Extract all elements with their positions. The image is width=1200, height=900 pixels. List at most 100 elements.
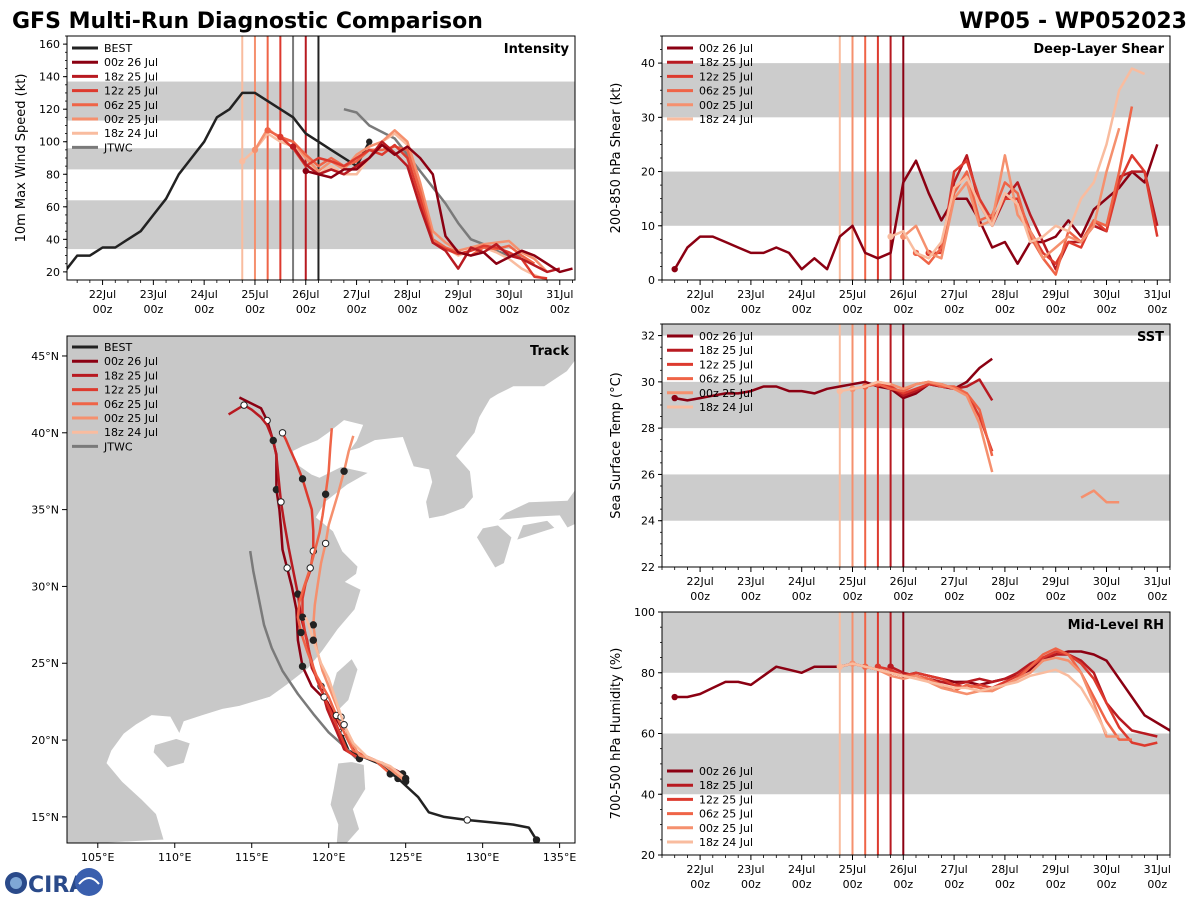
sst-ytick-label: 24 bbox=[641, 515, 655, 528]
track-point bbox=[309, 636, 318, 644]
intensity-xtick-label: 28Jul 00z bbox=[394, 288, 421, 316]
intensity-ylabel: 10m Max Wind Speed (kt) bbox=[14, 74, 29, 243]
intensity-xtick-label: 23Jul 00z bbox=[140, 288, 167, 316]
intensity-ytick-label: 60 bbox=[46, 201, 60, 214]
track-xtick-label: 130°E bbox=[466, 851, 499, 864]
cira-logo-wave-icon bbox=[78, 877, 100, 885]
rh-ytick-label: 80 bbox=[641, 667, 655, 680]
track-ytick-label: 35°N bbox=[31, 504, 59, 517]
sst-panel-title: SST bbox=[1137, 330, 1164, 345]
track-point bbox=[298, 662, 307, 671]
sst-legend-label: 12z 25 Jul bbox=[699, 358, 753, 371]
intensity-frame bbox=[66, 35, 576, 281]
track-legend-label: 18z 24 Jul bbox=[104, 426, 158, 439]
sst-ytick-label: 26 bbox=[641, 468, 655, 481]
intensity-series-start-dot bbox=[302, 167, 309, 175]
track-point bbox=[278, 429, 287, 437]
intensity-legend-label: JTWC bbox=[103, 141, 133, 154]
sst-xtick-label: 27Jul 00z bbox=[940, 575, 967, 603]
track-point bbox=[340, 721, 348, 729]
shear-ylabel: 200-850 hPa Shear (kt) bbox=[609, 83, 624, 234]
track-xtick-label: 115°E bbox=[235, 851, 268, 864]
track-point bbox=[320, 693, 328, 701]
intensity-series-start-dot bbox=[251, 146, 259, 154]
intensity-series-group bbox=[67, 91, 573, 280]
intensity-xtick-label: 30Jul 00z bbox=[495, 288, 522, 316]
rh-xtick-label: 24Jul 00z bbox=[788, 863, 815, 891]
storm-id: WP05 - WP052023 bbox=[959, 9, 1187, 34]
shikoku-island bbox=[515, 519, 556, 541]
sst-xtick-label: 31Jul 00z bbox=[1144, 575, 1171, 603]
sst-ytick-label: 32 bbox=[641, 330, 655, 343]
track-lines bbox=[227, 396, 541, 843]
sst-xtick-label: 29Jul 00z bbox=[1042, 575, 1069, 603]
luzon-island bbox=[329, 761, 367, 843]
shear-ytick-label: 10 bbox=[641, 220, 655, 233]
rh-legend-label: 00z 26 Jul bbox=[699, 765, 753, 778]
shear-series-line bbox=[902, 127, 1121, 260]
rh-xtick-label: 23Jul 00z bbox=[737, 863, 764, 891]
rh-ytick-label: 60 bbox=[641, 728, 655, 741]
sst-xtick-label: 22Jul 00z bbox=[686, 575, 713, 603]
shear-xtick-label: 23Jul 00z bbox=[737, 288, 764, 316]
track-ytick-label: 30°N bbox=[31, 580, 59, 593]
sst-band bbox=[662, 474, 1170, 521]
cira-logo-globe-inner-icon bbox=[10, 877, 22, 889]
shear-legend-label: 06z 25 Jul bbox=[699, 85, 753, 98]
hokkaido-edge bbox=[574, 370, 575, 373]
track-legend-label: JTWC bbox=[103, 440, 133, 453]
rh-xtick-label: 30Jul 00z bbox=[1093, 863, 1120, 891]
mainland-asia bbox=[67, 336, 575, 843]
sst-series-line bbox=[839, 380, 891, 393]
sst-ytick-label: 30 bbox=[641, 376, 655, 389]
shear-series-line bbox=[890, 67, 1146, 260]
shear-series-line bbox=[673, 144, 1159, 271]
intensity-series-start-dot bbox=[289, 143, 297, 150]
track-point bbox=[321, 490, 330, 498]
track-line bbox=[304, 616, 407, 780]
track-point bbox=[298, 475, 307, 483]
cira-logo: CIRA bbox=[5, 868, 103, 898]
sst-ylabel: Sea Surface Temp (°C) bbox=[609, 372, 624, 519]
sst-ytick-label: 22 bbox=[641, 561, 655, 574]
sst-ytick-label: 28 bbox=[641, 422, 655, 435]
track-point bbox=[306, 564, 314, 572]
shear-xtick-label: 27Jul 00z bbox=[940, 288, 967, 316]
track-legend-label: 00z 25 Jul bbox=[104, 412, 158, 425]
track-line bbox=[248, 550, 358, 760]
rh-series-line bbox=[839, 662, 1108, 735]
sst-legend-label: 18z 24 Jul bbox=[699, 401, 753, 414]
sst-panel: 22 24 26 28 30 32 22Jul 00z 23Jul 00z 24Jul 00z 25Ju… bbox=[609, 323, 1171, 603]
intensity-legend-label: 00z 26 Jul bbox=[104, 56, 158, 69]
track-point bbox=[321, 539, 330, 548]
rh-series-group bbox=[671, 647, 1170, 747]
track-legend-label: BEST bbox=[104, 341, 132, 354]
sst-xtick-label: 30Jul 00z bbox=[1093, 575, 1120, 603]
track-point bbox=[401, 774, 410, 783]
rh-legend-label: 12z 25 Jul bbox=[699, 793, 753, 806]
rh-xtick-label: 25Jul 00z bbox=[839, 863, 866, 891]
sst-frame bbox=[661, 323, 1171, 568]
track-point bbox=[309, 621, 318, 629]
sst-series-start-dot bbox=[836, 387, 843, 395]
intensity-series-line bbox=[67, 91, 371, 271]
track-ytick-label: 25°N bbox=[31, 657, 59, 670]
sst-xtick-label: 23Jul 00z bbox=[737, 575, 764, 603]
track-xtick-label: 105°E bbox=[81, 851, 114, 864]
shear-series-line bbox=[928, 154, 1159, 265]
honshu-island bbox=[496, 488, 575, 529]
track-point bbox=[269, 436, 277, 445]
page-title: GFS Multi-Run Diagnostic Comparison bbox=[12, 9, 483, 34]
shear-xtick-label: 24Jul 00z bbox=[788, 288, 815, 316]
track-panel-title: Track bbox=[530, 344, 569, 359]
shear-xtick-label: 30Jul 00z bbox=[1093, 288, 1120, 316]
rh-legend-label: 00z 25 Jul bbox=[699, 822, 753, 835]
intensity-band bbox=[67, 81, 575, 121]
track-point bbox=[298, 613, 307, 621]
track-map bbox=[67, 336, 575, 843]
rh-ytick-label: 20 bbox=[641, 849, 655, 862]
